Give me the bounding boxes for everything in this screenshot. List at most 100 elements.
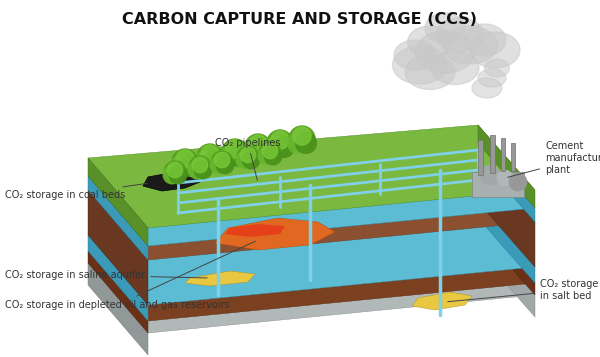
Text: Cement
manufacturing
plant: Cement manufacturing plant <box>508 141 600 177</box>
Polygon shape <box>88 157 535 260</box>
Ellipse shape <box>485 59 509 77</box>
Polygon shape <box>88 218 535 321</box>
Ellipse shape <box>415 31 475 73</box>
Ellipse shape <box>478 69 506 87</box>
Circle shape <box>211 151 233 173</box>
FancyBboxPatch shape <box>511 143 515 171</box>
Text: CO₂ pipelines: CO₂ pipelines <box>215 138 281 180</box>
Circle shape <box>244 141 265 161</box>
Polygon shape <box>412 292 472 310</box>
Circle shape <box>226 140 244 158</box>
Text: CO₂ storage in saline aquifer: CO₂ storage in saline aquifer <box>5 270 207 280</box>
Circle shape <box>214 152 230 168</box>
Circle shape <box>173 177 176 181</box>
Circle shape <box>196 151 217 171</box>
Circle shape <box>480 165 500 185</box>
Circle shape <box>167 162 182 178</box>
Polygon shape <box>88 176 148 260</box>
Polygon shape <box>88 202 535 305</box>
Polygon shape <box>88 263 148 355</box>
Circle shape <box>293 127 311 145</box>
Circle shape <box>221 167 223 171</box>
Circle shape <box>199 172 202 176</box>
Polygon shape <box>215 218 335 250</box>
Circle shape <box>172 149 198 175</box>
Ellipse shape <box>464 24 506 56</box>
Circle shape <box>188 161 206 179</box>
Ellipse shape <box>470 32 520 68</box>
Circle shape <box>278 150 281 152</box>
Polygon shape <box>478 202 535 283</box>
Circle shape <box>229 146 250 166</box>
Text: CO₂ storage in depleted oil and gas reservoirs: CO₂ storage in depleted oil and gas rese… <box>5 241 256 310</box>
Ellipse shape <box>394 40 436 70</box>
Circle shape <box>221 146 241 166</box>
Polygon shape <box>88 235 148 321</box>
Circle shape <box>222 139 248 165</box>
Circle shape <box>269 159 271 161</box>
Text: CO₂ storage in coal beds: CO₂ storage in coal beds <box>5 183 147 200</box>
Ellipse shape <box>436 18 484 52</box>
Circle shape <box>247 162 250 166</box>
Circle shape <box>251 141 272 161</box>
Circle shape <box>287 132 308 154</box>
Circle shape <box>259 142 281 164</box>
Polygon shape <box>225 224 285 237</box>
Circle shape <box>257 154 260 156</box>
Ellipse shape <box>431 51 479 85</box>
Polygon shape <box>478 230 535 317</box>
Circle shape <box>258 147 276 165</box>
Circle shape <box>176 150 194 168</box>
Circle shape <box>170 156 191 176</box>
Text: CO₂ storage
in salt bed: CO₂ storage in salt bed <box>448 279 598 302</box>
Ellipse shape <box>405 55 455 90</box>
Circle shape <box>249 135 267 153</box>
Polygon shape <box>478 218 535 295</box>
Circle shape <box>245 134 271 160</box>
Circle shape <box>216 156 234 174</box>
FancyBboxPatch shape <box>472 172 524 197</box>
Circle shape <box>197 144 223 170</box>
Polygon shape <box>88 158 148 246</box>
Circle shape <box>267 130 293 156</box>
Circle shape <box>497 170 513 186</box>
Polygon shape <box>478 157 535 267</box>
Circle shape <box>271 131 289 149</box>
Circle shape <box>201 145 219 163</box>
Circle shape <box>189 156 211 178</box>
Circle shape <box>289 126 315 152</box>
Ellipse shape <box>392 46 448 84</box>
FancyBboxPatch shape <box>501 138 505 171</box>
Circle shape <box>169 166 187 184</box>
Polygon shape <box>478 143 535 222</box>
Circle shape <box>509 173 527 191</box>
Polygon shape <box>88 251 148 333</box>
Polygon shape <box>88 190 148 305</box>
Ellipse shape <box>472 78 502 98</box>
Ellipse shape <box>425 13 465 43</box>
Text: CARBON CAPTURE AND STORAGE (CCS): CARBON CAPTURE AND STORAGE (CCS) <box>122 12 478 27</box>
Circle shape <box>242 151 260 169</box>
Circle shape <box>266 137 286 157</box>
Polygon shape <box>478 125 535 208</box>
Circle shape <box>264 147 282 165</box>
Circle shape <box>194 161 212 179</box>
Ellipse shape <box>443 26 497 64</box>
Circle shape <box>236 151 254 169</box>
Circle shape <box>301 146 304 149</box>
Circle shape <box>179 156 199 176</box>
Polygon shape <box>143 172 200 191</box>
Polygon shape <box>88 125 535 228</box>
Circle shape <box>274 137 295 157</box>
FancyBboxPatch shape <box>478 140 483 175</box>
Circle shape <box>164 161 186 183</box>
Circle shape <box>210 156 228 174</box>
Circle shape <box>237 146 259 168</box>
Circle shape <box>203 151 224 171</box>
Circle shape <box>262 143 278 159</box>
Circle shape <box>240 147 256 163</box>
Circle shape <box>184 169 187 171</box>
Polygon shape <box>185 271 255 286</box>
Circle shape <box>163 166 181 184</box>
Circle shape <box>233 159 236 161</box>
